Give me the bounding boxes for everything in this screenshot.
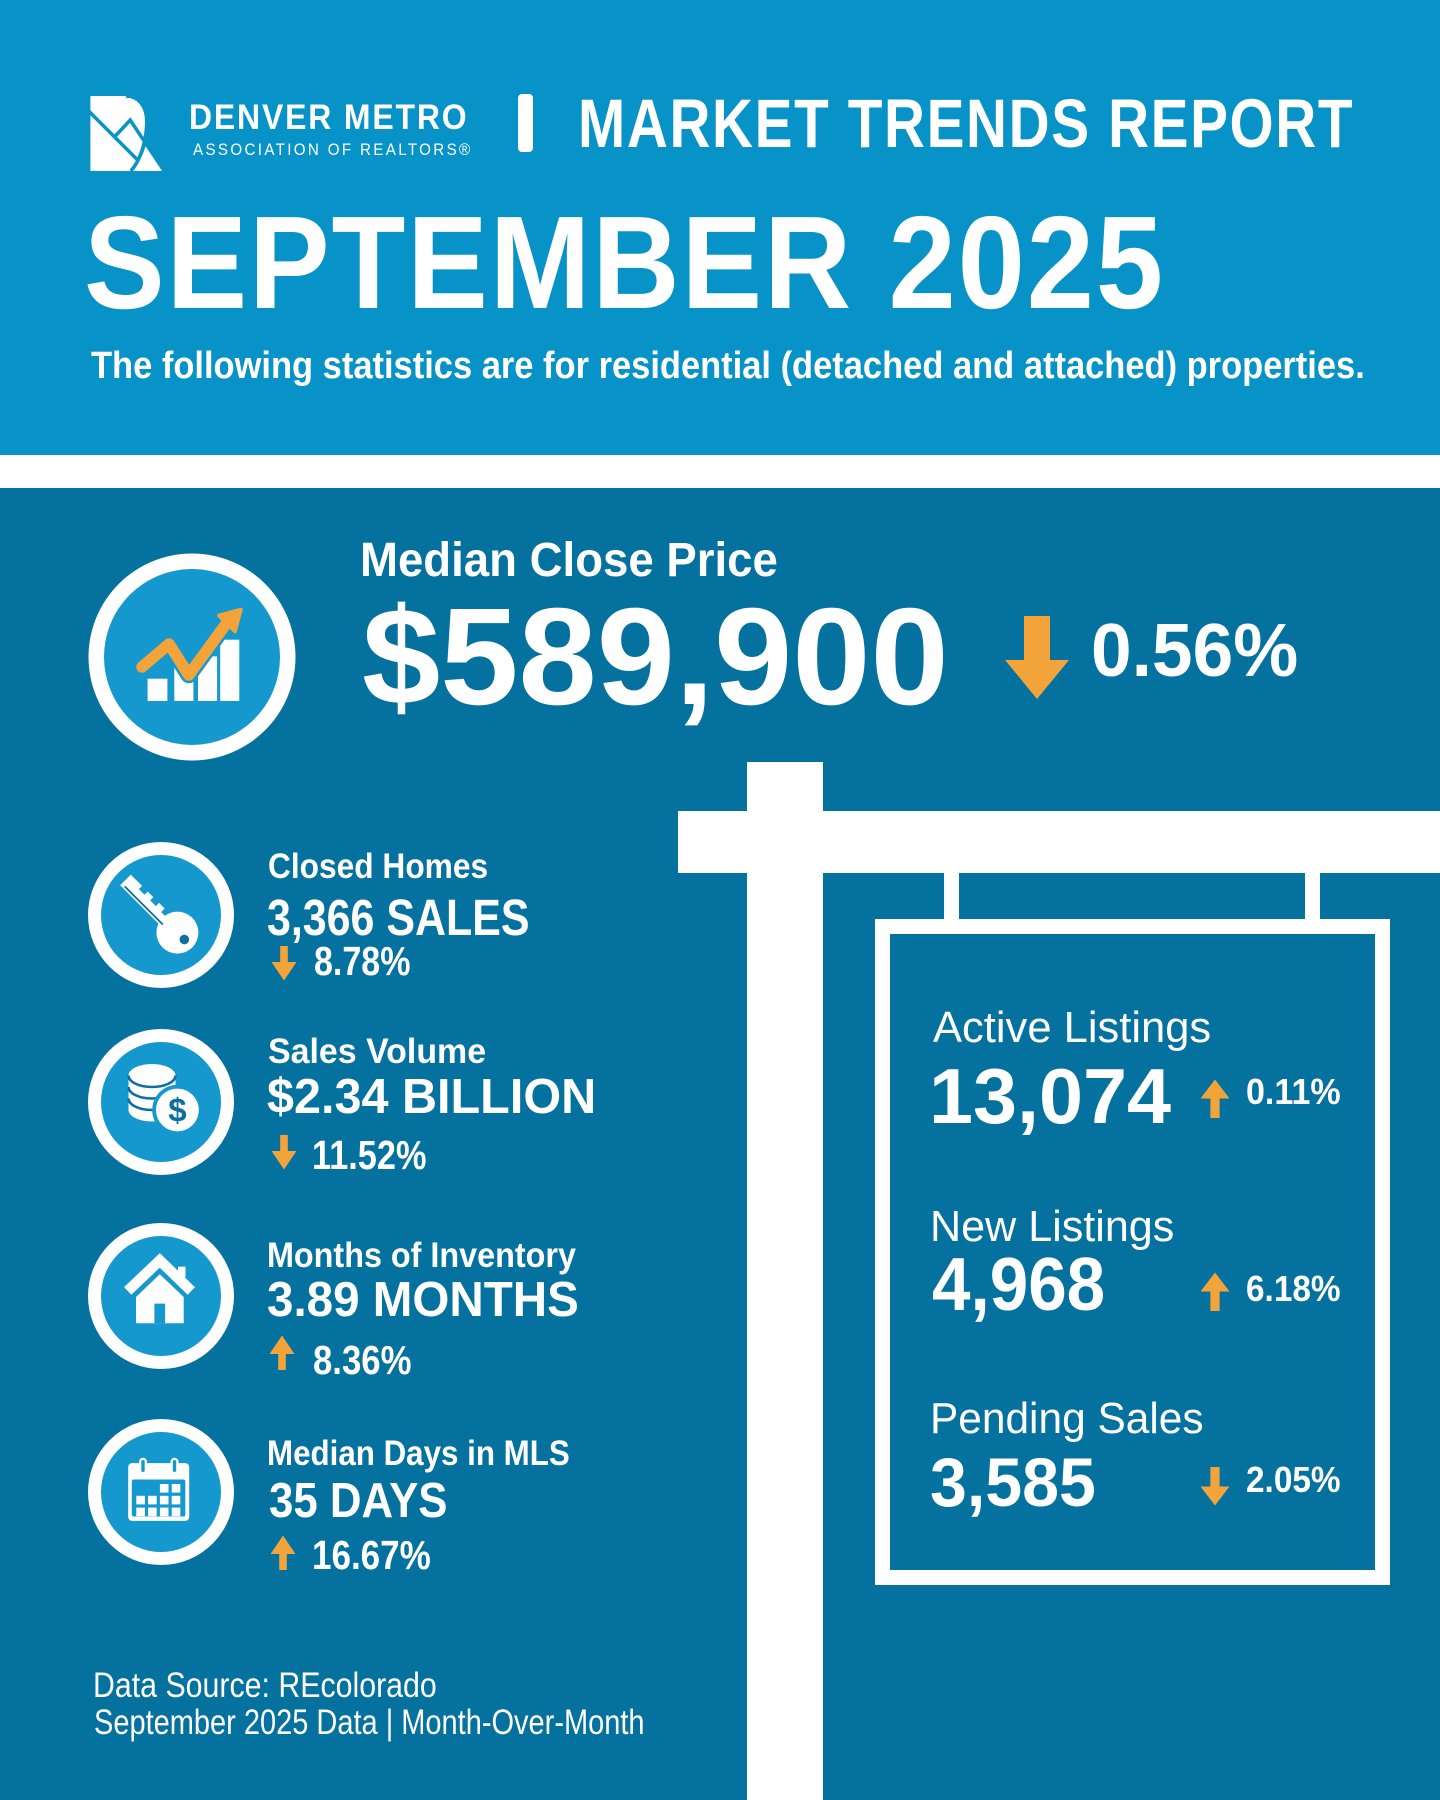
- svg-text:$: $: [168, 1091, 186, 1128]
